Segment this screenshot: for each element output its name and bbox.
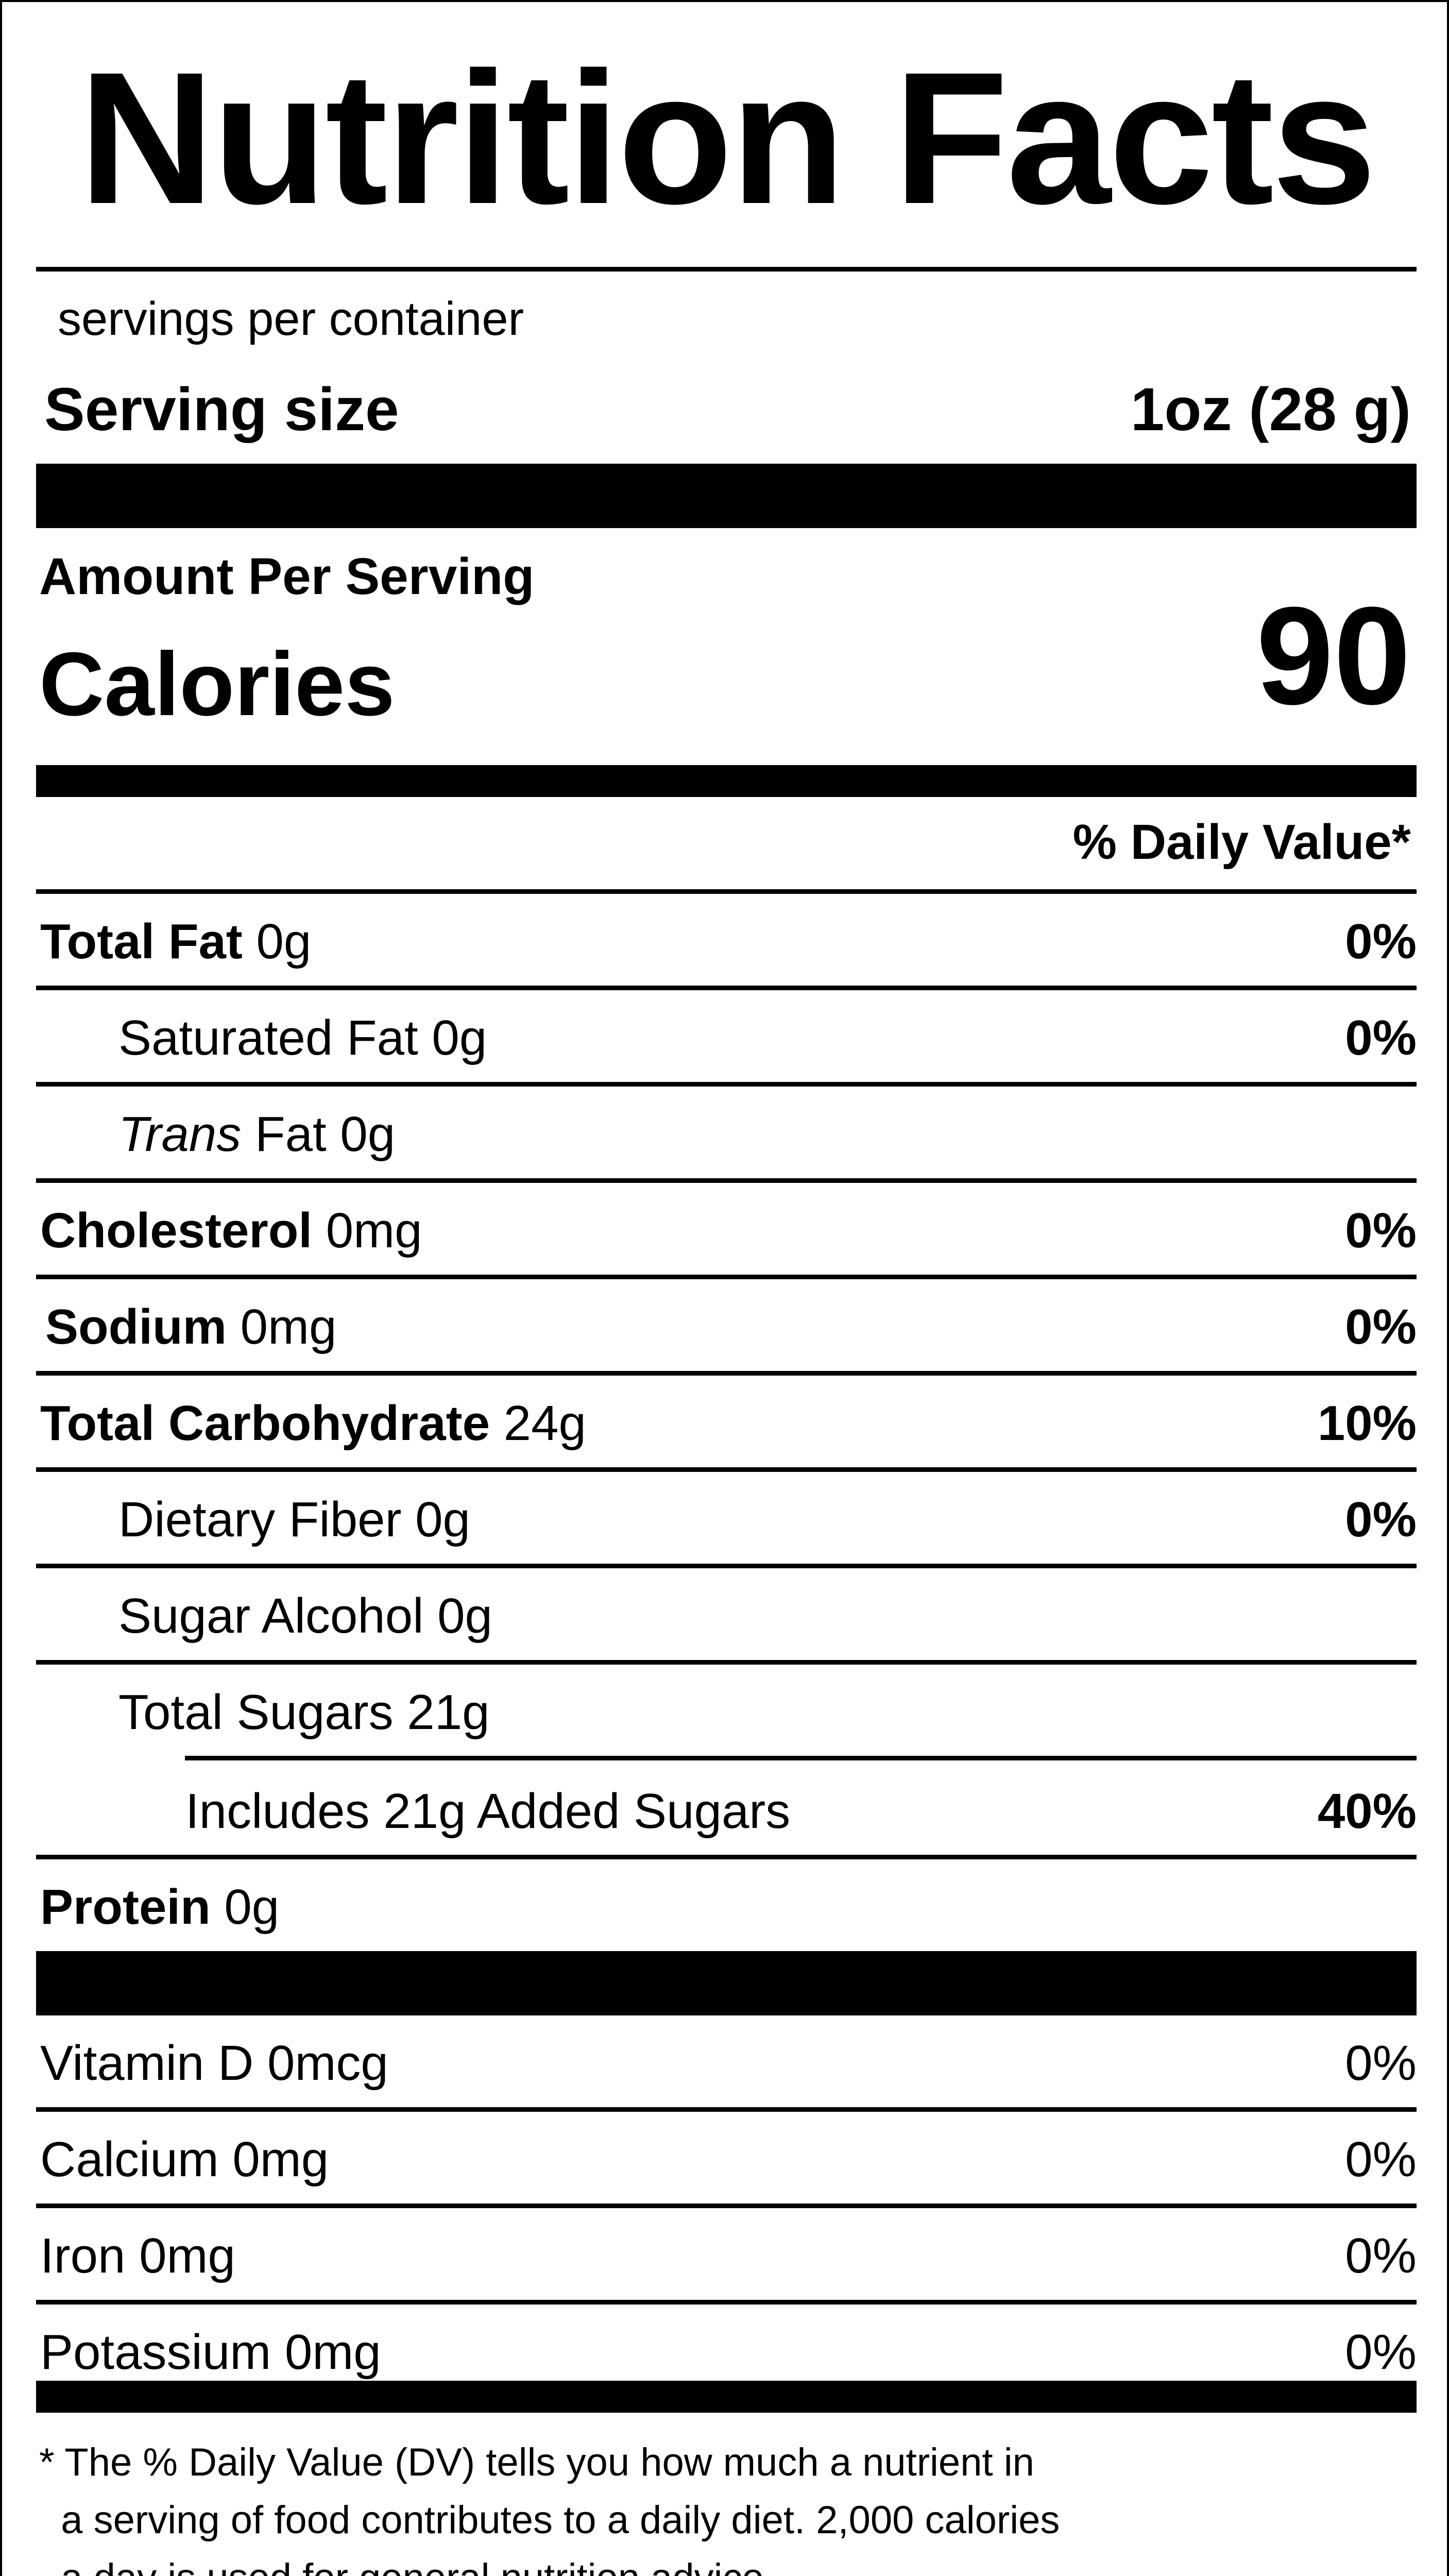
divider	[36, 1275, 1417, 1279]
vitamin-row-potassium: Potassium 0mg 0%	[36, 2304, 1417, 2396]
divider	[36, 1371, 1417, 1376]
vitamin-text: Vitamin D 0mcg	[40, 2036, 388, 2091]
nutrient-name: Saturated Fat	[118, 1010, 418, 1065]
label-title: Nutrition Facts	[78, 33, 1376, 243]
vitamin-row-iron: Iron 0mg 0%	[36, 2208, 1417, 2300]
nutrient-row-total-fat: Total Fat 0g 0%	[36, 894, 1417, 986]
nutrient-amount: 21g	[407, 1685, 490, 1740]
calories-label: Calories	[39, 634, 395, 735]
divider	[36, 1082, 1417, 1087]
divider	[36, 1467, 1417, 1472]
thick-divider	[36, 765, 1417, 797]
divider	[36, 986, 1417, 990]
divider	[36, 1660, 1417, 1665]
nutrient-text: Includes 21g Added Sugars	[185, 1784, 791, 1839]
divider	[36, 2204, 1417, 2208]
nutrient-name: Dietary Fiber	[118, 1492, 402, 1547]
nutrient-row-trans-fat: Trans Fat 0g	[36, 1087, 1417, 1178]
nutrient-name: Total Fat	[40, 914, 243, 969]
divider	[36, 2300, 1417, 2304]
divider	[36, 267, 1417, 272]
vitamin-row-calcium: Calcium 0mg 0%	[36, 2112, 1417, 2204]
nutrient-row-total-sugars: Total Sugars 21g	[36, 1665, 1417, 1756]
nutrient-row-total-carbohydrate: Total Carbohydrate 24g 10%	[36, 1376, 1417, 1467]
footnote-line: a day is used for general nutrition advi…	[39, 2549, 1060, 2576]
nutrient-name: Cholesterol	[40, 1203, 313, 1258]
nutrient-amount: 0mg	[326, 1203, 422, 1258]
nutrient-name: Total Carbohydrate	[40, 1396, 490, 1451]
nutrient-row-dietary-fiber: Dietary Fiber 0g 0%	[36, 1472, 1417, 1564]
divider	[36, 2107, 1417, 2112]
nutrient-amount: 0g	[256, 914, 312, 969]
amount-per-serving: Amount Per Serving	[39, 548, 535, 605]
nutrient-amount: 0g	[432, 1010, 487, 1065]
divider	[36, 1178, 1417, 1183]
nutrient-amount: 0g	[340, 1107, 396, 1162]
nutrient-name: Fat	[241, 1107, 327, 1162]
vitamin-dv: 0%	[1345, 2036, 1417, 2091]
nutrient-name: Protein	[40, 1879, 211, 1935]
vitamin-dv: 0%	[1345, 2325, 1417, 2380]
thick-divider	[36, 2381, 1417, 2413]
vitamin-dv: 0%	[1345, 2132, 1417, 2187]
footnote-line: a serving of food contributes to a daily…	[39, 2498, 1060, 2542]
nutrient-dv: 40%	[1317, 1784, 1417, 1839]
nutrient-row-protein: Protein 0g	[36, 1859, 1417, 1951]
nutrient-amount: 24g	[503, 1396, 586, 1451]
divider	[36, 1564, 1417, 1568]
divider	[36, 1855, 1417, 1859]
nutrient-name: Sugar Alcohol	[118, 1588, 424, 1643]
nutrient-dv: 0%	[1345, 1299, 1417, 1354]
nutrient-dv: 0%	[1345, 1010, 1417, 1065]
thick-divider	[36, 464, 1417, 528]
nutrient-name: Total Sugars	[118, 1685, 394, 1740]
daily-value-footnote: * The % Daily Value (DV) tells you how m…	[39, 2434, 1060, 2576]
vitamin-row-vitamin-d: Vitamin D 0mcg 0%	[36, 2015, 1417, 2107]
vitamin-text: Potassium 0mg	[40, 2325, 381, 2380]
nutrient-dv: 10%	[1317, 1396, 1417, 1451]
nutrient-name-italic: Trans	[118, 1107, 242, 1162]
vitamin-dv: 0%	[1345, 2228, 1417, 2283]
vitamin-text: Calcium 0mg	[40, 2132, 329, 2187]
nutrient-dv: 0%	[1345, 1203, 1417, 1258]
divider	[36, 889, 1417, 894]
nutrient-amount: 0g	[224, 1879, 280, 1935]
nutrient-amount: 0g	[415, 1492, 470, 1547]
nutrient-amount: 0mg	[240, 1299, 337, 1354]
nutrient-dv: 0%	[1345, 914, 1417, 969]
serving-size-label: Serving size	[44, 376, 399, 444]
nutrient-row-sodium: Sodium 0mg 0%	[36, 1279, 1417, 1371]
nutrient-row-cholesterol: Cholesterol 0mg 0%	[36, 1183, 1417, 1275]
nutrient-dv: 0%	[1345, 1492, 1417, 1547]
nutrient-row-saturated-fat: Saturated Fat 0g 0%	[36, 990, 1417, 1082]
serving-size-value: 1oz (28 g)	[1130, 376, 1411, 444]
vitamin-text: Iron 0mg	[40, 2228, 235, 2283]
footnote-line: * The % Daily Value (DV) tells you how m…	[39, 2441, 1034, 2484]
servings-per-container: servings per container	[58, 293, 524, 345]
nutrient-row-added-sugars: Includes 21g Added Sugars 40%	[36, 1760, 1417, 1858]
nutrient-amount: 0g	[437, 1588, 492, 1643]
nutrient-row-sugar-alcohol: Sugar Alcohol 0g	[36, 1568, 1417, 1660]
thick-divider	[36, 1951, 1417, 2015]
divider-indented	[185, 1756, 1417, 1760]
daily-value-header: % Daily Value*	[1072, 815, 1411, 870]
calories-value: 90	[1256, 579, 1411, 734]
nutrient-name: Sodium	[45, 1299, 227, 1354]
